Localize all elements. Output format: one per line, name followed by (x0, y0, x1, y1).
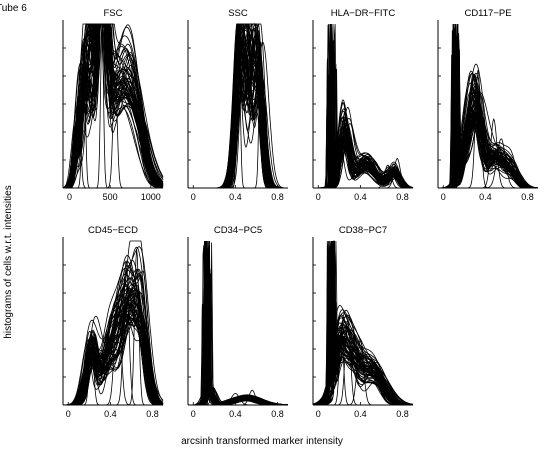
panel-title: CD34−PC5 (214, 225, 262, 236)
x-tick-label: 0.4 (229, 192, 242, 202)
density-curve (62, 23, 164, 189)
panel-0: FSC 0 500 1000 (62, 8, 164, 202)
density-curve (62, 23, 163, 189)
panel-1: SSC 0 0.4 0.8 (187, 8, 288, 202)
x-tick-label: 0 (441, 192, 446, 202)
x-tick-label: 0.4 (229, 409, 242, 419)
x-tick-label: 0.8 (271, 409, 284, 419)
x-tick-label: 0.8 (271, 192, 284, 202)
x-tick-label: 0 (66, 409, 71, 419)
density-curve (63, 284, 163, 406)
panel-title: CD45−ECD (88, 225, 138, 236)
x-tick-label: 0.8 (146, 409, 159, 419)
panel-title: FSC (104, 8, 123, 19)
panel-title: CD117−PE (464, 8, 511, 19)
density-curve (438, 23, 538, 189)
x-tick-label: 0.4 (479, 192, 492, 202)
density-curve (63, 296, 163, 406)
x-tick-label: 0.4 (354, 409, 367, 419)
x-tick-label: 1000 (141, 192, 161, 202)
outlier-curve (438, 138, 538, 189)
x-tick-label: 0.8 (396, 409, 409, 419)
panel-4: CD45−ECD 0 0.4 0.8 (62, 225, 164, 419)
density-curve (63, 298, 164, 406)
x-axis-label: arcsinh transformed marker intensity (181, 436, 343, 447)
panel-title: SSC (228, 8, 248, 19)
x-tick-label: 0 (316, 192, 321, 202)
panel-5: CD34−PC5 0 0.4 0.8 (187, 225, 289, 419)
x-tick-label: 0.8 (396, 192, 409, 202)
panel-3: CD117−PE 0 0.4 0.8 (437, 8, 539, 202)
panel-title: CD38−PC7 (339, 225, 387, 236)
x-tick-label: 0.8 (521, 192, 534, 202)
x-tick-label: 0 (316, 409, 321, 419)
x-tick-label: 0 (67, 192, 72, 202)
figure-title: Tube 6 (0, 3, 27, 14)
x-tick-label: 500 (103, 192, 118, 202)
outlier-curve (63, 97, 163, 189)
density-curve (313, 91, 413, 189)
outlier-curve (188, 41, 288, 189)
x-tick-label: 0.4 (354, 192, 367, 202)
density-curve (438, 32, 538, 189)
outlier-curve (313, 338, 413, 406)
panel-title: HLA−DR−FITC (331, 8, 396, 19)
panel-2: HLA−DR−FITC 0 0.4 0.8 (312, 8, 414, 202)
y-axis-label: histograms of cells w.r.t. intensities (3, 185, 14, 338)
outlier-curve (63, 331, 163, 406)
density-curve (188, 262, 288, 406)
outlier-curve (313, 164, 413, 189)
x-tick-label: 0 (191, 409, 196, 419)
density-curve (313, 280, 413, 406)
density-curve (63, 313, 164, 406)
x-tick-label: 0 (191, 192, 196, 202)
density-curve (313, 23, 414, 189)
x-tick-label: 0.4 (104, 409, 117, 419)
density-curve (438, 40, 538, 189)
density-curve (313, 302, 414, 406)
outlier-curve (188, 393, 288, 406)
panel-6: CD38−PC7 0 0.4 0.8 (312, 225, 414, 419)
